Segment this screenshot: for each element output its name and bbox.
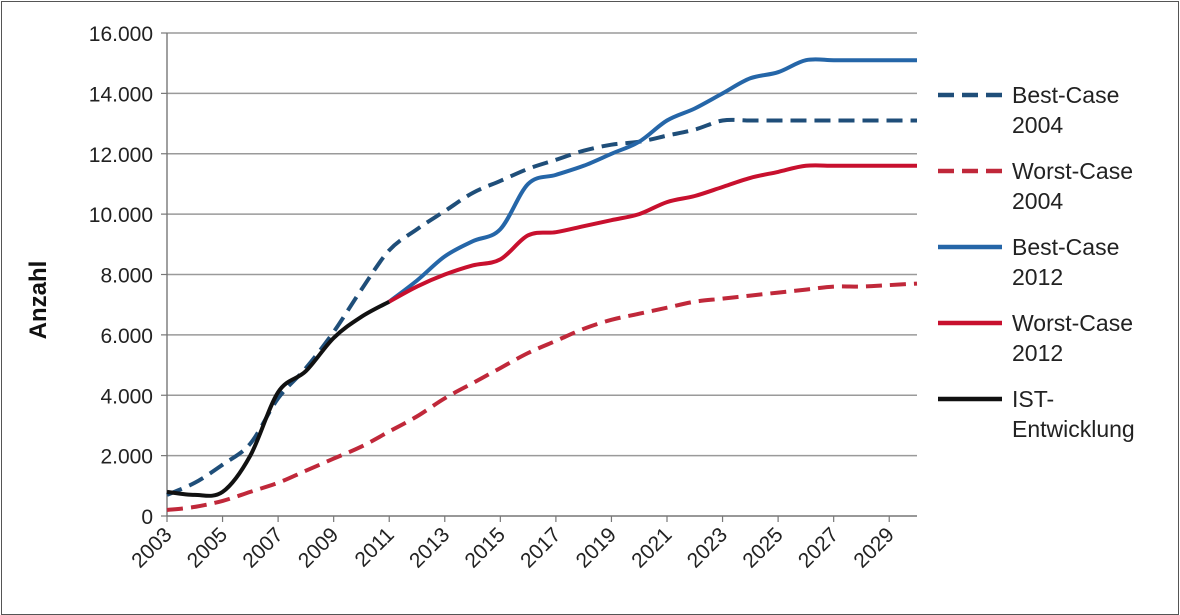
series-line-worst-case-2012 [388,163,917,304]
y-tick-label: 16.000 [89,23,153,46]
legend-label-line: Best-Case [1012,82,1119,108]
x-tick-label: 2025 [738,523,787,572]
series-line-worst-case-2004 [166,281,918,512]
legend-label-worst-case-2004: Worst-Case 2004 [1012,158,1133,214]
legend-label-line: Worst-Case [1012,158,1133,184]
legend-label-line: 2004 [1012,188,1063,214]
x-tick-label: 2011 [351,523,399,571]
legend-label-best-case-2004: Best-Case 2004 [1012,82,1119,138]
y-tick-labels: 0 2.000 4.000 6.000 8.000 10.000 12.000 14.000 1… [89,23,167,529]
legend-label-line: Entwicklung [1012,416,1135,442]
x-tick-label: 2027 [794,523,843,572]
x-tick-label: 2009 [294,523,343,572]
legend-label-line: 2004 [1012,112,1063,138]
y-axis-label: Anzahl [25,261,52,340]
gridlines [167,32,917,457]
x-tick-label: 2029 [849,523,898,572]
y-tick-label: 12.000 [89,144,153,167]
y-tick-label: 2.000 [100,446,153,469]
legend-label-line: IST- [1012,386,1054,412]
legend-label-ist-entwicklung: IST- Entwicklung [1012,386,1135,442]
x-tick-label: 2023 [683,523,732,572]
y-tick-label: 4.000 [100,385,153,408]
y-tick-label: 0 [141,506,153,529]
x-tick-labels: 2003 2005 2007 2009 2011 2013 2015 2017 2019 2021… [127,516,899,573]
x-tick-label: 2017 [516,523,565,572]
legend-label-line: 2012 [1012,340,1063,366]
x-tick-label: 2019 [572,523,621,572]
y-tick-label: 6.000 [100,325,153,348]
x-tick-label: 2003 [127,523,176,572]
y-tick-label: 10.000 [89,204,153,227]
legend-label-best-case-2012: Best-Case 2012 [1012,234,1119,290]
x-tick-label: 2005 [183,523,232,572]
y-tick-label: 8.000 [100,265,153,288]
legend-label-line: 2012 [1012,264,1063,290]
series-line-best-case-2012 [387,57,917,304]
series-line-ist-entwicklung [166,299,391,498]
legend-label-line: Worst-Case [1012,310,1133,336]
x-tick-label: 2007 [238,523,287,572]
x-tick-label: 2021 [627,523,676,572]
series-lines [166,57,918,512]
legend-label-line: Best-Case [1012,234,1119,260]
legend: Best-Case 2004 Worst-Case 2004 Best-Case 2012… [938,82,1135,442]
x-tick-label: 2013 [405,523,454,572]
series-line-best-case-2004 [166,117,917,497]
legend-label-worst-case-2012: Worst-Case 2012 [1012,310,1133,366]
x-tick-label: 2015 [461,523,510,572]
y-tick-label: 14.000 [89,83,153,106]
